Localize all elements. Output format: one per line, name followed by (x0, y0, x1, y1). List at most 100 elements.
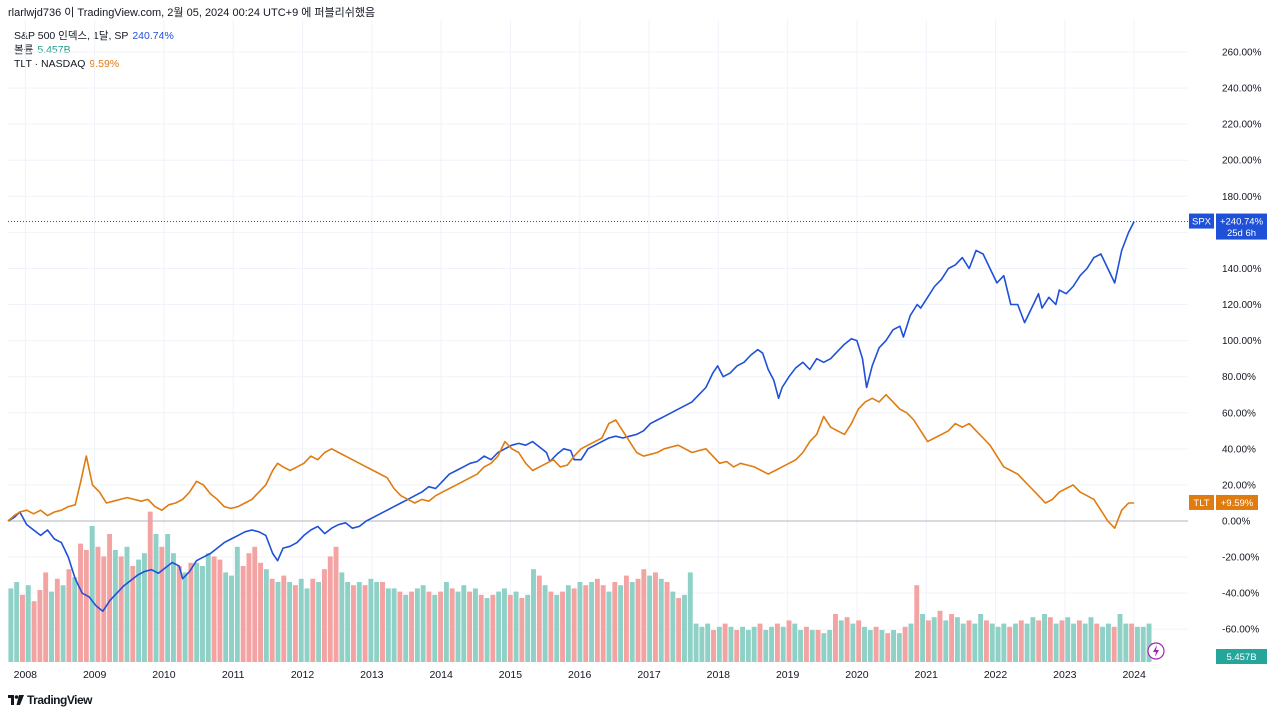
volume-bar (902, 626, 908, 662)
volume-bar (72, 577, 78, 662)
x-tick-label: 2018 (707, 669, 731, 681)
volume-bar (507, 594, 513, 662)
volume-bar (856, 620, 862, 662)
volume-bar (240, 566, 246, 662)
volume-bar (333, 546, 339, 662)
x-tick-label: 2024 (1122, 669, 1146, 681)
volume-bar (165, 534, 171, 662)
volume-bar (298, 578, 304, 662)
volume-bar (397, 591, 403, 662)
volume-bar (716, 626, 722, 662)
x-tick-label: 2011 (222, 669, 245, 681)
series-line-tlt[interactable] (7, 393, 1135, 529)
volume-bar (1123, 623, 1129, 662)
volume-bar (844, 617, 850, 662)
volume-bar (78, 543, 83, 662)
volume-bar (554, 594, 560, 662)
volume-bar (589, 582, 595, 662)
volume-bar (1129, 623, 1135, 662)
volume-bar (693, 623, 699, 662)
legend-volume[interactable]: 볼륨 5.457B (14, 43, 174, 57)
y-tick-label: 100.00% (1222, 336, 1262, 347)
volume-bar (182, 572, 188, 662)
volume-bar (525, 594, 531, 662)
volume-bar (246, 553, 252, 662)
volume-bar (850, 623, 856, 662)
tlt-symbol-badge (1189, 494, 1214, 510)
x-tick-label: 2015 (499, 669, 523, 681)
volume-bar (345, 582, 351, 662)
volume-bar (292, 585, 298, 662)
volume-bar (966, 620, 972, 662)
volume-bar (548, 591, 554, 662)
tlt-symbol-text: TLT (1193, 498, 1209, 509)
volume-bar (211, 556, 217, 662)
volume-bar (426, 591, 432, 662)
volume-bar (792, 623, 798, 662)
volume-bar (1053, 623, 1059, 662)
volume-bar (351, 585, 356, 662)
volume-bar (362, 585, 368, 662)
publish-header: rlarlwjd736 이 TradingView.com, 2월 05, 20… (8, 7, 376, 19)
x-tick-label: 2014 (429, 669, 453, 681)
y-tick-label: -40.00% (1222, 589, 1259, 600)
volume-bar (49, 591, 54, 662)
volume-bar (327, 556, 333, 662)
volume-bar (147, 511, 153, 662)
tradingview-logo-icon (8, 695, 24, 705)
volume-bar (873, 626, 879, 662)
volume-bar (513, 591, 519, 662)
volume-bar (647, 575, 653, 662)
volume-bar (484, 598, 490, 662)
volume-bar (699, 626, 705, 662)
y-tick-label: 20.00% (1222, 480, 1256, 491)
volume-bar (1071, 623, 1077, 662)
volume-bar (31, 601, 37, 662)
volume-bar (89, 526, 95, 662)
volume-bar (414, 588, 420, 662)
volume-bar (1100, 626, 1106, 662)
legend-volume-value: 5.457B (37, 44, 71, 56)
volume-bar (670, 591, 676, 662)
legend-spx-label: S&P 500 인덱스, 1달, SP (14, 30, 129, 42)
y-tick-label: 60.00% (1222, 408, 1256, 419)
volume-bar (606, 591, 612, 662)
tlt-value-badge (1216, 494, 1258, 510)
legend-tlt[interactable]: TLT · NASDAQ 9.59% (14, 57, 174, 71)
event-marker-icon[interactable] (1147, 642, 1165, 660)
y-tick-label: 240.00% (1222, 84, 1262, 95)
volume-bar (925, 620, 931, 662)
volume-bar (623, 575, 629, 662)
volume-bar (502, 588, 507, 662)
volume-bar (1082, 623, 1088, 662)
volume-bar (821, 633, 827, 662)
spx-value-text: +240.74% (1220, 217, 1264, 228)
volume-bar (1140, 626, 1146, 662)
tlt-value-text: +9.59% (1221, 498, 1254, 509)
volume-bar (896, 633, 902, 662)
volume-bar (54, 578, 60, 662)
legend: S&P 500 인덱스, 1달, SP 240.74% 볼륨 5.457B TLT … (14, 29, 174, 71)
x-tick-label: 2008 (14, 669, 38, 681)
x-tick-label: 2010 (152, 669, 176, 681)
volume-bar (536, 575, 542, 662)
volume-bar (14, 582, 20, 662)
volume-bar (258, 562, 264, 662)
volume-bar (1007, 626, 1013, 662)
volume-bar (1146, 623, 1152, 662)
volume-bar (612, 582, 618, 662)
spx-value-badge (1216, 213, 1267, 240)
footer-brand[interactable]: TradingView (8, 693, 92, 707)
volume-bar (682, 594, 687, 662)
volume-bar (252, 546, 258, 662)
volume-bar (687, 572, 693, 662)
volume-bar (200, 566, 205, 662)
volume-bar (978, 614, 984, 662)
volume-bar (809, 630, 815, 662)
volume-bar (542, 585, 548, 662)
volume-bar (745, 630, 751, 662)
volume-bar (1024, 623, 1030, 662)
volume-bar (989, 623, 995, 662)
series-line-spx[interactable] (7, 221, 1135, 612)
